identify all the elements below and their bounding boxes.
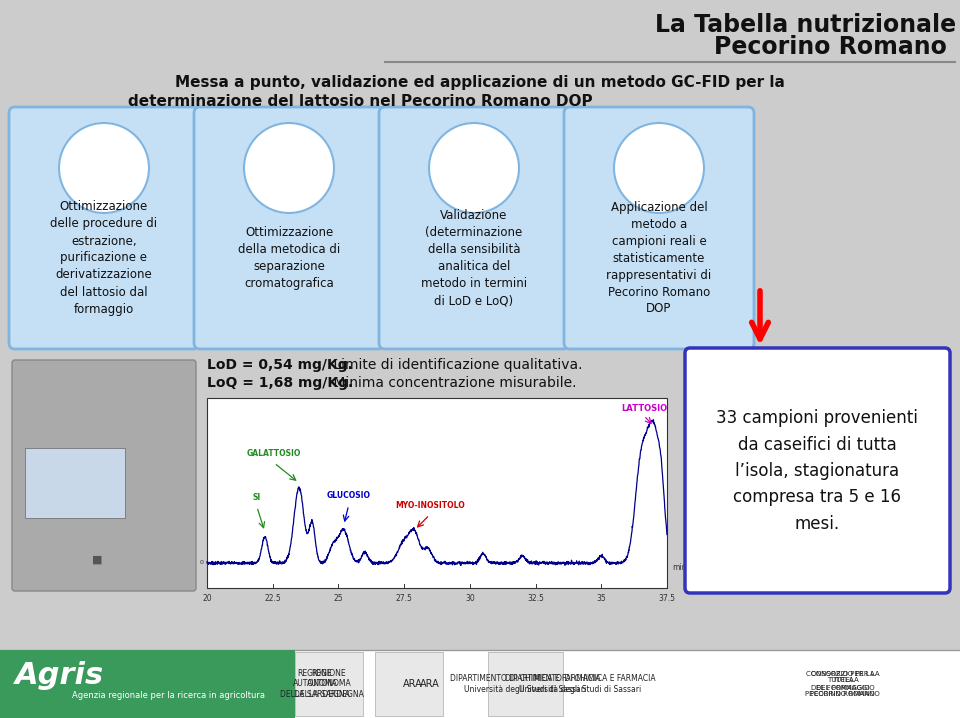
Text: REGIONE
AUTONOMA
DELLA SARDEGNA: REGIONE AUTONOMA DELLA SARDEGNA [294, 669, 364, 699]
FancyBboxPatch shape [194, 107, 384, 349]
Circle shape [59, 123, 149, 213]
Text: ARA: ARA [403, 679, 422, 689]
Text: GALATTOSIO: GALATTOSIO [247, 449, 301, 458]
Text: Limite di identificazione qualitativa.: Limite di identificazione qualitativa. [329, 358, 583, 372]
Text: Agris: Agris [15, 661, 104, 691]
Circle shape [429, 123, 519, 213]
Text: Minima concentrazione misurabile.: Minima concentrazione misurabile. [329, 376, 577, 390]
Text: MYO-INOSITOLO: MYO-INOSITOLO [395, 501, 465, 510]
Bar [0, 650, 295, 718]
Text: Validazione
(determinazione
della sensibilità
analitica del
metodo in termini
di: Validazione (determinazione della sensib… [420, 209, 527, 307]
Text: 35: 35 [596, 594, 606, 603]
FancyBboxPatch shape [12, 360, 196, 591]
Text: determinazione del lattosio nel Pecorino Romano DOP: determinazione del lattosio nel Pecorino… [128, 95, 592, 110]
Text: ■: ■ [92, 555, 103, 565]
Text: min: min [672, 564, 686, 572]
Text: SI: SI [252, 493, 261, 502]
Text: Messa a punto, validazione ed applicazione di un metodo GC-FID per la: Messa a punto, validazione ed applicazio… [175, 75, 785, 90]
Text: Pecorino Romano: Pecorino Romano [713, 35, 947, 59]
Text: 27.5: 27.5 [396, 594, 413, 603]
Text: 25: 25 [334, 594, 344, 603]
Text: CONSORZIO PER LA
TUTELA
DEL FORMAGGIO
PECORINO ROMANO: CONSORZIO PER LA TUTELA DEL FORMAGGIO PE… [810, 671, 880, 697]
Text: 33 campioni provenienti
da caseifici di tutta
l’isola, stagionatura
compresa tra: 33 campioni provenienti da caseifici di … [716, 409, 918, 533]
Text: Agenzia regionale per la ricerca in agricoltura: Agenzia regionale per la ricerca in agri… [72, 691, 265, 701]
Text: 37.5: 37.5 [659, 594, 676, 603]
Text: LoD = 0,54 mg/Kg.: LoD = 0,54 mg/Kg. [207, 358, 353, 372]
Text: LoQ = 1,68 mg/Kg.: LoQ = 1,68 mg/Kg. [207, 376, 353, 390]
FancyBboxPatch shape [379, 107, 569, 349]
Bar [0, 650, 960, 718]
Text: Applicazione del
metodo a
campioni reali e
statisticamente
rappresentativi di
Pe: Applicazione del metodo a campioni reali… [607, 200, 711, 315]
Bar [295, 652, 363, 716]
Text: La Tabella nutrizionale del: La Tabella nutrizionale del [655, 13, 960, 37]
Text: DIPARTIMENTO DI CHIMICA E FARMACIA
Università degli Studi di Sassari: DIPARTIMENTO DI CHIMICA E FARMACIA Unive… [449, 674, 600, 694]
Bar [207, 398, 667, 588]
FancyBboxPatch shape [564, 107, 754, 349]
Text: DIPARTIMENTO DI CHIMICA E FARMACIA
Università degli Studi di Sassari: DIPARTIMENTO DI CHIMICA E FARMACIA Unive… [505, 674, 656, 694]
Text: LATTOSIO: LATTOSIO [621, 404, 667, 414]
Bar [488, 652, 563, 716]
FancyBboxPatch shape [685, 348, 950, 593]
Text: Ottimizzazione
delle procedure di
estrazione,
purificazione e
derivatizzazione
d: Ottimizzazione delle procedure di estraz… [51, 200, 157, 315]
FancyBboxPatch shape [9, 107, 199, 349]
Text: CONSORZIO PER LA
TUTELA
DEL FORMAGGIO
PECORINO ROMANO: CONSORZIO PER LA TUTELA DEL FORMAGGIO PE… [805, 671, 875, 697]
Circle shape [614, 123, 704, 213]
Bar [25, 448, 125, 518]
Text: 32.5: 32.5 [527, 594, 544, 603]
Text: 30: 30 [465, 594, 475, 603]
Text: Ottimizzazione
della metodica di
separazione
cromatografica: Ottimizzazione della metodica di separaz… [238, 226, 340, 290]
Text: 22.5: 22.5 [264, 594, 281, 603]
Text: 20: 20 [203, 594, 212, 603]
Bar [375, 652, 443, 716]
Circle shape [244, 123, 334, 213]
Text: 0: 0 [200, 561, 204, 566]
Text: REGIONE
AUTONOMA
DELLA SARDEGNA: REGIONE AUTONOMA DELLA SARDEGNA [280, 669, 350, 699]
Text: GLUCOSIO: GLUCOSIO [326, 491, 371, 500]
Text: ARA: ARA [420, 679, 440, 689]
